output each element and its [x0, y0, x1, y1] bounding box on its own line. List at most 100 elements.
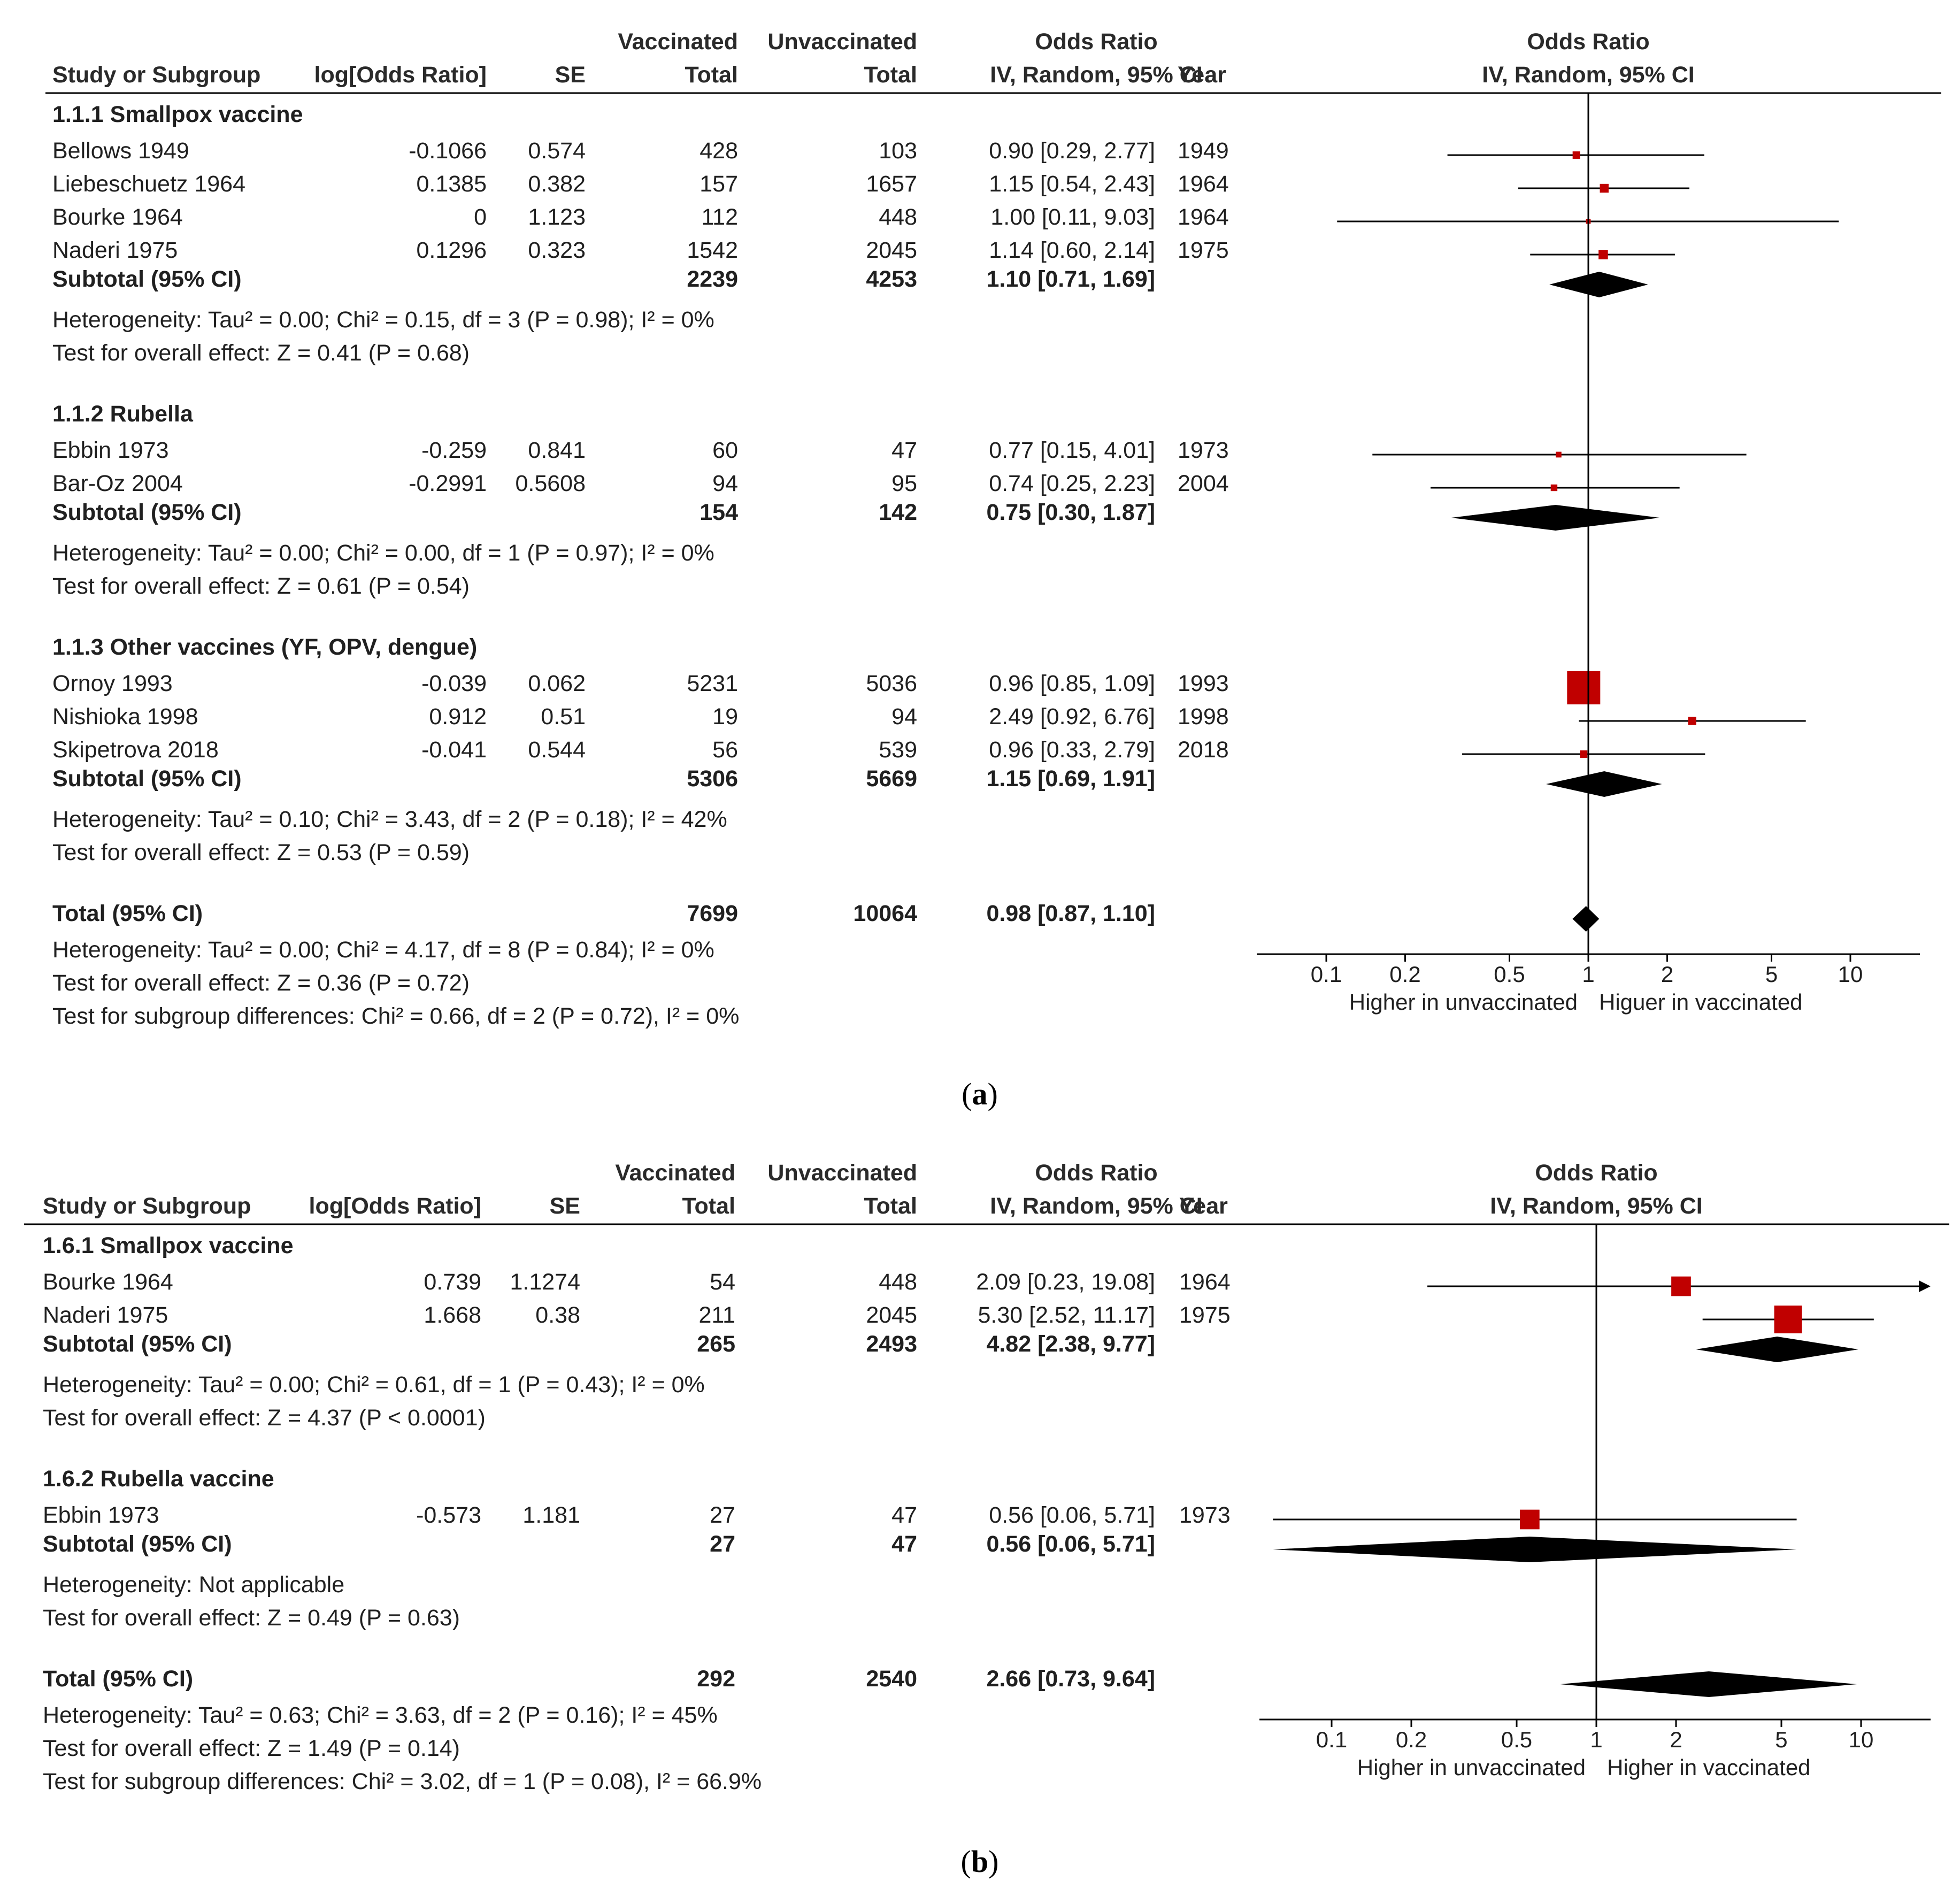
study-vacc-total: 60	[712, 437, 738, 463]
study-se: 1.181	[522, 1502, 580, 1528]
plot-header-odds-ratio: Odds Ratio	[1535, 1160, 1657, 1186]
x-tick-label: 0.5	[1494, 962, 1525, 987]
subgroup-title: 1.6.2 Rubella vaccine	[43, 1466, 274, 1492]
subtotal-label: Subtotal (95% CI)	[52, 266, 242, 292]
study-unvacc-total: 5036	[866, 671, 917, 696]
col-header-or-method: IV, Random, 95% CI	[990, 62, 1202, 88]
x-tick-label: 0.1	[1316, 1727, 1347, 1752]
subtotal-label: Subtotal (95% CI)	[52, 766, 242, 792]
study-name: Ebbin 1973	[43, 1502, 159, 1528]
study-or-ci: 0.74 [0.25, 2.23]	[989, 471, 1155, 496]
study-unvacc-total: 47	[891, 1502, 917, 1528]
total-label: Total (95% CI)	[52, 901, 203, 926]
x-tick-label: 10	[1838, 962, 1863, 987]
study-vacc-total: 94	[712, 471, 738, 496]
subtotal-diamond	[1273, 1537, 1797, 1562]
heterogeneity-text: Heterogeneity: Tau² = 0.00; Chi² = 0.61,…	[43, 1372, 705, 1398]
col-header-unvaccinated: Unvaccinated	[767, 29, 917, 55]
study-or-ci: 1.00 [0.11, 9.03]	[990, 204, 1155, 230]
total-vacc: 292	[697, 1666, 735, 1692]
total-or-ci: 2.66 [0.73, 9.64]	[986, 1666, 1155, 1692]
study-vacc-total: 19	[712, 704, 738, 730]
forest-panel-a: Vaccinated Unvaccinated Odds Ratio Odds Rat…	[45, 29, 1941, 1029]
col-header-log-or: log[Odds Ratio]	[309, 1193, 481, 1219]
total-vacc: 7699	[687, 901, 738, 926]
col-header-study: Study or Subgroup	[43, 1193, 251, 1219]
study-or-ci: 1.15 [0.54, 2.43]	[989, 171, 1155, 197]
study-log-or: -0.259	[421, 437, 487, 463]
col-header-vaccinated: Vaccinated	[618, 29, 738, 55]
study-log-or: -0.2991	[409, 471, 487, 496]
study-or-ci: 0.90 [0.29, 2.77]	[989, 138, 1155, 164]
study-year: 1973	[1179, 1502, 1231, 1528]
col-header-year: Year	[1178, 62, 1226, 88]
study-se: 0.574	[528, 138, 586, 164]
subtotal-or-ci: 0.56 [0.06, 5.71]	[986, 1531, 1155, 1557]
study-year: 1998	[1178, 704, 1229, 730]
heterogeneity-text: Heterogeneity: Tau² = 0.10; Chi² = 3.43,…	[52, 807, 727, 832]
study-year: 1973	[1178, 437, 1229, 463]
caption-paren-open: (	[962, 1077, 972, 1111]
subtotal-unvacc: 4253	[866, 266, 917, 292]
study-se: 0.382	[528, 171, 586, 197]
study-name: Bourke 1964	[52, 204, 183, 230]
heterogeneity-text: Heterogeneity: Tau² = 0.00; Chi² = 0.00,…	[52, 540, 714, 566]
study-name: Ebbin 1973	[52, 437, 169, 463]
total-diamond	[1572, 906, 1600, 932]
subgroup-title: 1.6.1 Smallpox vaccine	[43, 1233, 294, 1258]
subtotal-diamond	[1451, 505, 1660, 531]
study-unvacc-total: 2045	[866, 237, 917, 263]
ci-arrow	[1919, 1280, 1931, 1292]
subtotal-or-ci: 4.82 [2.38, 9.77]	[986, 1331, 1155, 1357]
study-log-or: 0.739	[424, 1269, 481, 1295]
study-se: 0.38	[535, 1302, 580, 1328]
col-header-study: Study or Subgroup	[52, 62, 260, 88]
study-log-or: 0.912	[429, 704, 487, 730]
study-name: Ornoy 1993	[52, 671, 173, 696]
plot-header-method: IV, Random, 95% CI	[1490, 1193, 1702, 1219]
overall-effect-text: Test for overall effect: Z = 4.37 (P < 0…	[43, 1405, 486, 1431]
study-year: 2018	[1178, 737, 1229, 763]
study-name: Nishioka 1998	[52, 704, 198, 730]
study-year: 1975	[1179, 1302, 1231, 1328]
study-unvacc-total: 95	[891, 471, 917, 496]
study-log-or: 0.1385	[416, 171, 487, 197]
study-or-ci: 5.30 [2.52, 11.17]	[978, 1302, 1155, 1328]
subtotal-vacc: 154	[700, 500, 738, 525]
study-marker	[1567, 671, 1601, 704]
study-log-or: 0.1296	[416, 237, 487, 263]
forest-panel-b: Vaccinated Unvaccinated Odds Ratio Odds Rat…	[24, 1160, 1949, 1794]
overall-effect-text: Test for overall effect: Z = 0.49 (P = 0…	[43, 1605, 460, 1631]
x-tick-label: 0.1	[1311, 962, 1342, 987]
subtotal-diamond	[1696, 1337, 1858, 1362]
study-unvacc-total: 94	[891, 704, 917, 730]
footer-stat: Heterogeneity: Tau² = 0.00; Chi² = 4.17,…	[52, 937, 714, 963]
study-vacc-total: 157	[700, 171, 738, 197]
study-name: Bar-Oz 2004	[52, 471, 183, 496]
subgroup-title: 1.1.1 Smallpox vaccine	[52, 102, 303, 127]
axis-label-left: Higher in unvaccinated	[1349, 989, 1578, 1015]
study-marker	[1598, 250, 1608, 259]
col-header-vacc-total: Total	[685, 62, 738, 88]
study-marker	[1688, 717, 1696, 725]
total-label: Total (95% CI)	[43, 1666, 193, 1692]
study-log-or: -0.1066	[409, 138, 487, 164]
study-log-or: 1.668	[424, 1302, 481, 1328]
caption-paren-close: )	[988, 1077, 998, 1111]
study-unvacc-total: 539	[879, 737, 917, 763]
subtotal-or-ci: 1.15 [0.69, 1.91]	[986, 766, 1155, 792]
subtotal-vacc: 5306	[687, 766, 738, 792]
study-year: 1949	[1178, 138, 1229, 164]
study-vacc-total: 428	[700, 138, 738, 164]
caption-letter: b	[971, 1844, 988, 1879]
study-vacc-total: 56	[712, 737, 738, 763]
subtotal-diamond	[1549, 272, 1648, 297]
study-or-ci: 0.56 [0.06, 5.71]	[989, 1502, 1155, 1528]
study-log-or: -0.041	[421, 737, 487, 763]
study-vacc-total: 54	[710, 1269, 735, 1295]
overall-effect-text: Test for overall effect: Z = 0.53 (P = 0…	[52, 840, 470, 865]
study-year: 1964	[1179, 1269, 1231, 1295]
subtotal-label: Subtotal (95% CI)	[43, 1331, 232, 1357]
study-unvacc-total: 47	[891, 437, 917, 463]
